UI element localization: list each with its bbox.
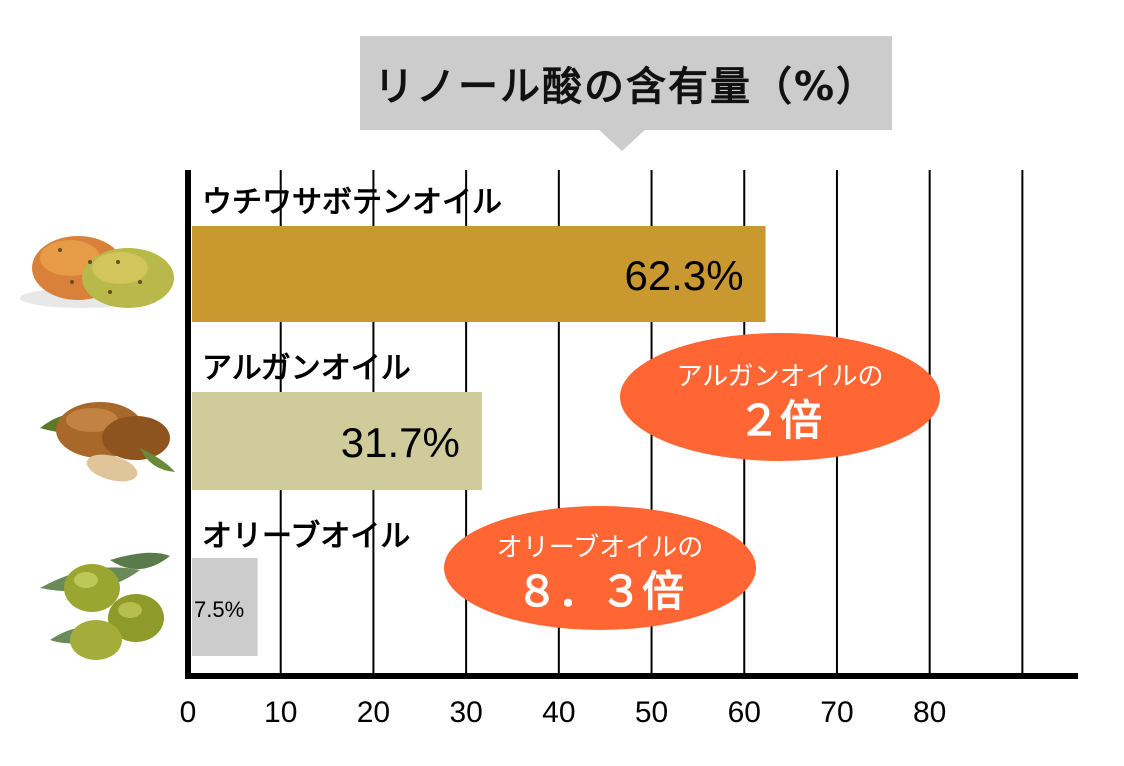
category-label-1: アルガンオイル	[202, 351, 411, 386]
x-tick-label-20: 20	[357, 696, 390, 729]
callout-bubble-1	[444, 506, 756, 630]
callout-line2-0: ２倍	[738, 396, 822, 445]
category-label-2: オリーブオイル	[202, 519, 410, 554]
x-tick-label-60: 60	[728, 696, 761, 729]
bar-1	[192, 392, 482, 490]
callout-bubble-0	[620, 333, 940, 461]
bar-2	[192, 558, 258, 656]
callout-line1-0: アルガンオイルの	[677, 362, 884, 392]
chart-title: リノール酸の含有量（%）	[360, 36, 892, 130]
x-tick-label-30: 30	[449, 696, 482, 729]
x-tick-label-50: 50	[635, 696, 668, 729]
x-tick-label-70: 70	[820, 696, 853, 729]
value-label-0: 62.3%	[624, 252, 743, 299]
axes	[185, 170, 1078, 679]
category-label-0: ウチワサボテンオイル	[202, 185, 502, 220]
x-tick-label-40: 40	[542, 696, 575, 729]
bar-0	[192, 226, 766, 322]
tick-labels: 0 10 20 30 40 50 60 70 80	[180, 696, 947, 729]
value-label-1: 31.7%	[341, 419, 460, 466]
x-tick-label-0: 0	[180, 696, 197, 729]
callout-line1-1: オリーブオイルの	[497, 533, 703, 563]
prickly-pear-icon	[20, 236, 174, 308]
value-label-2: 7.5%	[194, 597, 244, 622]
title-pointer	[598, 129, 646, 151]
olive-icon	[40, 552, 170, 660]
x-tick-label-10: 10	[264, 696, 297, 729]
bars: ウチワサボテンオイル 62.3% アルガンオイル 31.7% オリーブオイル 7.5%	[192, 185, 766, 656]
callout-line2-1: ８．３倍	[516, 567, 684, 616]
argan-nut-icon	[40, 402, 175, 482]
x-tick-label-80: 80	[913, 696, 946, 729]
